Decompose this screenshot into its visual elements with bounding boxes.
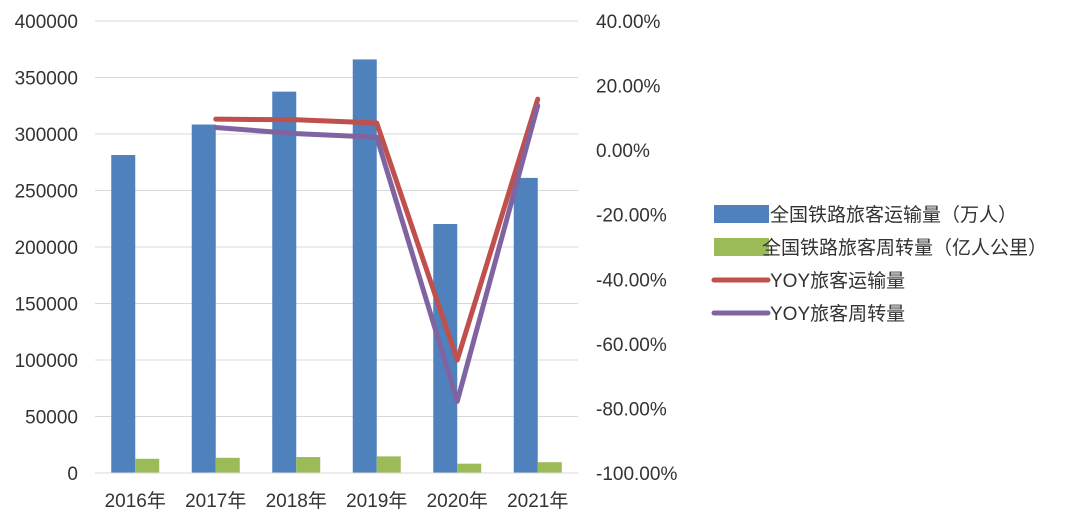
legend-label: YOY旅客运输量 (770, 270, 905, 292)
line-series (213, 96, 541, 404)
legend-label: 全国铁路旅客运输量（万人） (770, 204, 1017, 226)
y-left-tick-label: 100000 (15, 351, 78, 372)
y-right-tick-label: 40.00% (596, 12, 661, 33)
bar-passenger-turnover (537, 462, 562, 473)
bar-passenger-turnover (296, 457, 321, 473)
legend-swatch (714, 238, 769, 256)
x-tick-label: 2021年 (507, 490, 568, 512)
bar-passenger-turnover (376, 456, 401, 473)
y-left-tick-label: 150000 (15, 295, 78, 316)
legend-label: 全国铁路旅客周转量（亿人公里） (762, 237, 1047, 259)
y-left-tick-label: 250000 (15, 182, 78, 203)
legend: 全国铁路旅客运输量（万人） 全国铁路旅客周转量（亿人公里） YOY旅客运输量 YOY旅… (711, 204, 1047, 325)
bar-series (111, 59, 562, 474)
axes: 0 50000 100000 150000 200000 250000 300000 3500… (15, 12, 678, 512)
x-tick-label: 2017年 (185, 490, 246, 512)
y-left-tick-label: 350000 (15, 69, 78, 90)
legend-label: YOY旅客周转量 (770, 303, 905, 325)
bar-passenger-volume (272, 91, 297, 474)
bar-passenger-volume (513, 177, 538, 473)
y-right-tick-label: -80.00% (596, 399, 667, 420)
y-left-tick-label: 200000 (15, 238, 78, 259)
y-left-tick-label: 0 (67, 464, 78, 485)
x-tick-label: 2018年 (266, 490, 327, 512)
bar-passenger-turnover (457, 463, 482, 473)
y-right-tick-label: -100.00% (596, 464, 677, 485)
y-right-tick-label: -60.00% (596, 335, 667, 356)
bar-passenger-volume (111, 155, 136, 474)
y-right-tick-label: 0.00% (596, 141, 650, 162)
x-tick-label: 2020年 (427, 490, 488, 512)
bar-passenger-volume (352, 59, 377, 474)
bar-passenger-volume (191, 124, 216, 473)
x-tick-label: 2019年 (346, 490, 407, 512)
y-right-tick-label: -40.00% (596, 270, 667, 291)
bar-passenger-turnover (215, 457, 240, 473)
bar-passenger-turnover (135, 458, 160, 473)
y-left-tick-label: 300000 (15, 125, 78, 146)
x-tick-label: 2016年 (105, 490, 166, 512)
y-left-tick-label: 50000 (25, 408, 78, 429)
y-left-tick-label: 400000 (15, 12, 78, 33)
y-right-tick-label: 20.00% (596, 77, 661, 98)
y-right-tick-label: -20.00% (596, 206, 667, 227)
legend-swatch (714, 205, 769, 223)
